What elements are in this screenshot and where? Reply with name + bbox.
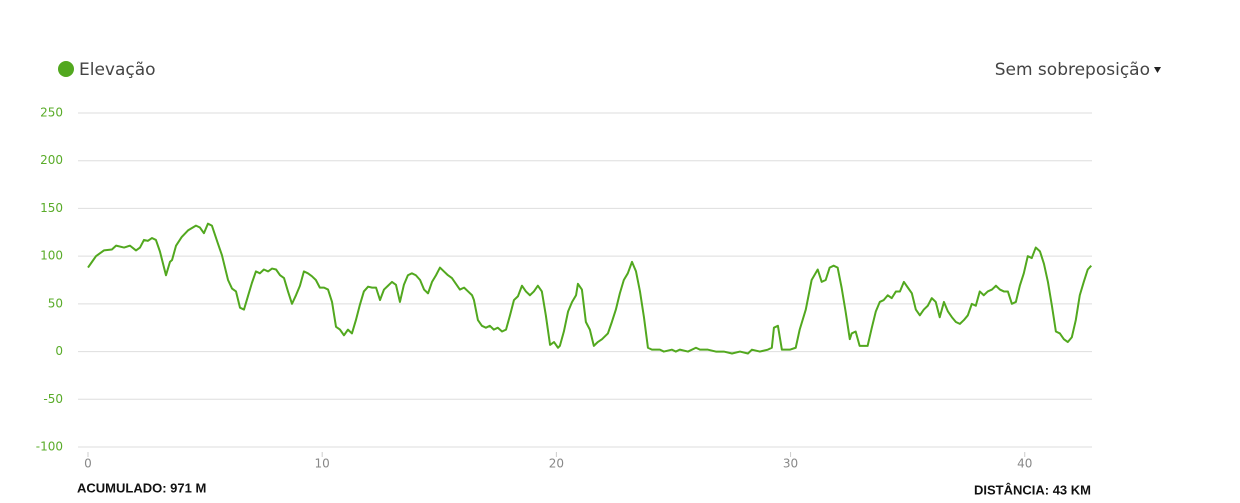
y-tick-label: 250	[40, 106, 63, 120]
y-tick-label: 0	[55, 344, 63, 358]
distance-label: DISTÂNCIA: 43 KM	[974, 482, 1091, 497]
x-tick-label: 0	[84, 457, 92, 471]
legend-swatch	[58, 61, 74, 77]
y-tick-label: 150	[40, 201, 63, 215]
y-tick-label: -50	[43, 392, 63, 406]
legend-label: Elevação	[79, 60, 156, 80]
overlay-dropdown[interactable]: Sem sobreposição	[995, 60, 1161, 80]
x-tick-label: 20	[549, 457, 564, 471]
y-tick-label: -100	[36, 440, 63, 454]
dropdown-arrow	[1154, 67, 1161, 73]
elevation-line	[87, 222, 1092, 355]
overlay-dropdown-label[interactable]: Sem sobreposição	[995, 60, 1150, 80]
y-tick-label: 50	[48, 296, 63, 310]
y-tick-label: 100	[40, 249, 63, 263]
x-tick-label: 40	[1017, 457, 1032, 471]
x-tick-label: 30	[783, 457, 798, 471]
accumulated-label: ACUMULADO: 971 M	[77, 480, 206, 495]
y-tick-label: 200	[40, 153, 63, 167]
x-tick-label: 10	[315, 457, 330, 471]
